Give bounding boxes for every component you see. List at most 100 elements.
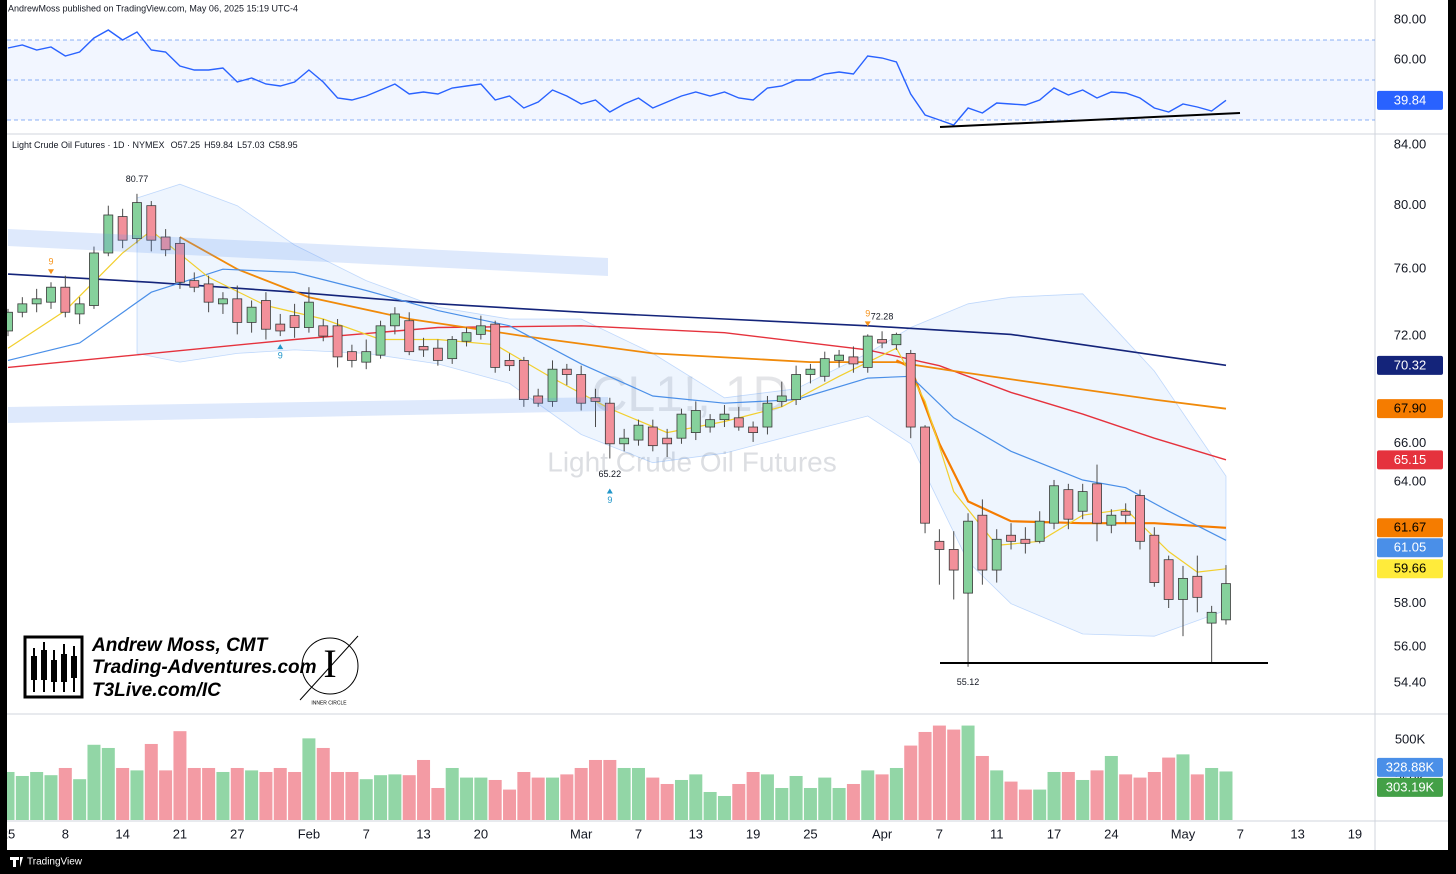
price-tag-label: 67.90 [1394,401,1427,416]
legend-close: C58.95 [269,140,298,150]
footer-bar [0,850,1456,874]
volume-bar [30,771,44,820]
volume-bar [789,775,803,820]
volume-bar [159,770,173,820]
price-tag-label: 61.05 [1394,540,1427,555]
watermark-name: Light Crude Oil Futures [547,446,836,477]
candle-body [103,214,114,254]
volume-bar [417,759,431,820]
candle-body [719,413,730,421]
volume-bar [1176,754,1190,820]
volume-bar [932,725,946,820]
volume-bar [1104,755,1118,820]
candle-body [389,313,400,327]
volume-bar [1004,781,1018,820]
candle-body [633,424,644,441]
volume-bar [760,774,774,820]
x-tick-label: 19 [1348,826,1362,841]
volume-bar [674,779,688,820]
candle-body [705,419,716,428]
candle-body [1092,483,1102,524]
volume-bar [488,779,502,820]
x-tick-label: 7 [936,826,943,841]
candle-body [576,374,587,404]
volume-bar [746,771,760,820]
candle-body [977,514,988,571]
volume-bar [875,774,889,820]
candle-body [1135,495,1145,542]
candle-body [963,520,973,594]
volume-bar [1033,789,1047,820]
volume-bar [144,743,158,820]
rsi-pane [7,29,1375,126]
volume-bar [904,745,918,820]
candle-body [805,368,816,375]
candle-body [361,351,372,363]
volume-bar [331,771,345,820]
candle-body [1206,611,1217,624]
y-tick-label: 58.00 [1394,595,1427,610]
candle-body [848,356,859,365]
candle-body [590,397,601,402]
candle-body [261,300,271,330]
x-tick-label: Feb [298,826,320,841]
candle-body [1006,534,1016,542]
y-tick-label: 76.00 [1394,261,1427,276]
candle-body [920,426,930,524]
volume-bar [431,787,445,820]
y-tick-label: 66.00 [1394,435,1427,450]
volume-bar [44,775,58,820]
x-tick-label: 7 [1237,826,1244,841]
volume-bar [961,725,975,820]
volume-bar [603,759,617,820]
x-tick-label: 20 [474,826,488,841]
x-tick-label: May [1171,826,1196,841]
volume-bar [87,744,101,820]
inner-circle-slash [299,635,359,701]
footer-logo [10,857,23,867]
volume-bar [1076,779,1090,820]
rsi-line [7,29,1227,126]
publish-info: AndrewMoss published on TradingView.com,… [8,3,298,13]
canvas [7,0,1448,850]
inner-circle-letter: I [323,641,336,686]
x-tick-label: 21 [173,826,187,841]
brand-site: Trading-Adventures.com [92,657,317,678]
volume-bar [1190,774,1204,820]
volume-bar [546,777,560,820]
candle-body [647,426,658,447]
inner-circle-text: INNER CIRCLE [311,700,347,706]
candle-body [791,374,802,400]
sequential-arrow [277,344,284,350]
x-tick-label: 13 [416,826,430,841]
candle-body [218,298,228,305]
candle-body [1163,559,1174,600]
candle-body [432,347,443,361]
candle-body [1178,577,1188,600]
volume-bar [717,795,731,820]
price-annotation: 65.22 [599,469,622,479]
candle-body [332,325,343,358]
candle-body [1020,538,1031,544]
volume-bar [7,771,15,820]
sequential-arrow [864,321,871,327]
legend-low: L57.03 [237,140,265,150]
candle-body [662,437,673,445]
volume-bar [1047,771,1061,820]
price-tag-label: 61.67 [1394,520,1427,535]
volume-bar [689,774,703,820]
price-tag-label: 39.84 [1394,92,1427,107]
candle-body [461,332,472,342]
candle-body [232,298,243,323]
candle-body [561,368,572,375]
candle-body [748,426,759,433]
volume-bar [187,767,201,820]
volume-bar [273,767,287,820]
price-tag [1377,538,1443,558]
candle-body [117,216,128,241]
candle-body [1149,534,1160,583]
volume-bar [503,789,517,820]
y-tick-label: 84.00 [1394,137,1427,152]
volume-bar [975,755,989,820]
